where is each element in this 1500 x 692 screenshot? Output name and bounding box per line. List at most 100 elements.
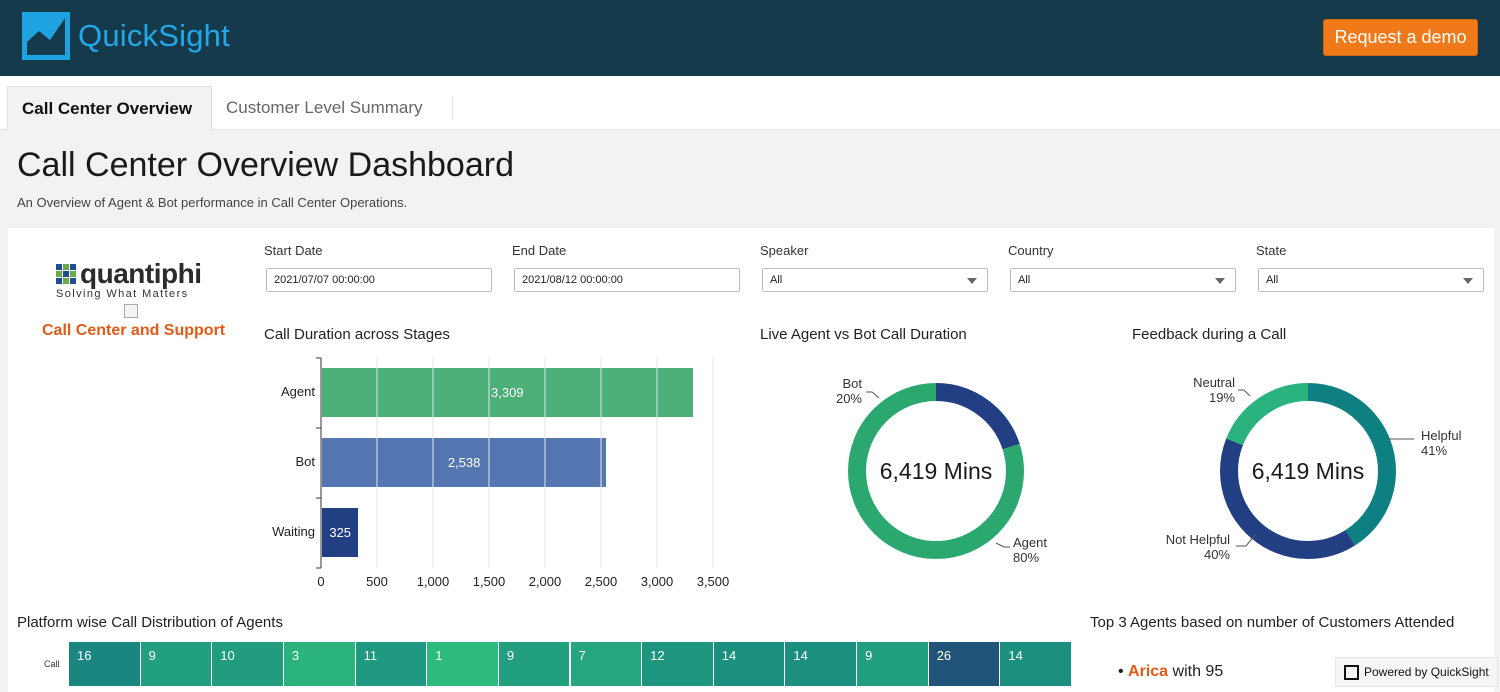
donut-label-bot-name: Bot	[842, 376, 862, 391]
bar-x-tick-label: 3,000	[640, 574, 674, 589]
speaker-label: Speaker	[760, 243, 809, 258]
quantiphi-grid-icon	[56, 264, 76, 284]
tab-divider	[452, 96, 453, 120]
heatmap-cell[interactable]: 9	[140, 642, 213, 686]
heatmap-cell[interactable]: 14	[1000, 642, 1072, 686]
heatmap-cell[interactable]: 12	[642, 642, 714, 686]
quicksight-small-icon	[1344, 665, 1359, 680]
donut-leader-line	[1236, 534, 1256, 547]
bar-x-tick-label: 2,500	[584, 574, 618, 589]
bar-value-label: 325	[329, 525, 352, 540]
donut-slice-agent[interactable]	[848, 383, 1024, 559]
donut-label-neutral: Neutral 19%	[1175, 375, 1235, 405]
sheet-tab-bar: Call Center Overview Customer Level Summ…	[0, 76, 1500, 130]
donut-label-not-helpful-pct: 40%	[1203, 547, 1230, 562]
donut-label-not-helpful-name: Not Helpful	[1165, 532, 1230, 547]
donut-agent-bot-center-label: 6,419 Mins	[879, 458, 993, 484]
bar-x-tick-label: 500	[366, 574, 388, 589]
heatmap-cell[interactable]: 14	[713, 642, 786, 686]
quicksight-logo-icon	[22, 12, 70, 60]
heatmap-cell[interactable]: 26	[928, 642, 1001, 686]
bar-x-tick-label: 0	[317, 574, 325, 589]
heatmap-cell[interactable]: 7	[570, 642, 643, 686]
broken-image-icon	[124, 304, 138, 318]
heatmap-title: Platform wise Call Distribution of Agent…	[17, 614, 283, 631]
state-label: State	[1256, 243, 1287, 258]
start-date-input[interactable]: 2021/07/07 00:00:00	[266, 268, 492, 292]
donut-label-helpful-name: Helpful	[1421, 428, 1462, 443]
donut-label-not-helpful: Not Helpful 40%	[1150, 532, 1230, 562]
bar-agent[interactable]	[322, 368, 693, 417]
donut-label-helpful: Helpful 41%	[1421, 428, 1461, 458]
powered-by-text: Powered by QuickSight	[1364, 665, 1489, 679]
donut-leader-line	[866, 391, 880, 399]
bar-value-label: 3,309	[491, 385, 524, 400]
end-date-input[interactable]: 2021/08/12 00:00:00	[514, 268, 740, 292]
start-date-label: Start Date	[264, 243, 323, 258]
bar-bot[interactable]	[322, 438, 607, 487]
donut-label-neutral-pct: 19%	[1208, 390, 1235, 405]
tab-customer-level-summary[interactable]: Customer Level Summary	[226, 98, 423, 117]
bar-category-label: Waiting	[272, 524, 315, 539]
state-select[interactable]: All	[1258, 268, 1484, 292]
chevron-down-icon	[1215, 278, 1225, 284]
donut-leader-line	[1238, 389, 1251, 397]
bar-x-tick-label: 2,000	[528, 574, 562, 589]
speaker-select[interactable]: All	[762, 268, 988, 292]
donut-label-agent-name: Agent	[1013, 535, 1047, 550]
bar-x-tick-label: 1,000	[416, 574, 450, 589]
heatmap-cell[interactable]: 11	[355, 642, 428, 686]
bar-waiting[interactable]	[322, 508, 359, 557]
heatmap-cell[interactable]: 3	[283, 642, 356, 686]
heatmap-row-label: Call	[44, 659, 60, 669]
donut-label-neutral-name: Neutral	[1193, 375, 1235, 390]
bar-chart-title: Call Duration across Stages	[264, 326, 450, 343]
quantiphi-tagline: Solving What Matters	[56, 288, 189, 300]
country-select[interactable]: All	[1010, 268, 1236, 292]
donut-agent-bot-title: Live Agent vs Bot Call Duration	[760, 326, 967, 343]
bar-category-label: Agent	[281, 384, 315, 399]
top-bar: QuickSight Request a demo	[0, 0, 1500, 76]
heatmap-cell[interactable]: 9	[857, 642, 929, 686]
dashboard-panel	[8, 228, 1494, 692]
quantiphi-logo: quantiphi	[56, 258, 202, 290]
top-agent-count: with 95	[1172, 663, 1224, 680]
bar-value-label: 2,538	[447, 455, 481, 470]
donut-feedback-center-label: 6,419 Mins	[1251, 458, 1365, 484]
dashboard-subtitle: An Overview of Agent & Bot performance i…	[17, 195, 408, 210]
donut-slice-neutral[interactable]	[1220, 383, 1396, 559]
top-agent-name: Arica	[1128, 663, 1169, 680]
heatmap-cell[interactable]: 10	[212, 642, 284, 686]
donut-feedback-title: Feedback during a Call	[1132, 326, 1287, 343]
country-select-value: All	[1018, 274, 1031, 286]
donut-slice-not-helpful[interactable]	[1220, 383, 1396, 559]
heatmap-cell[interactable]: 9	[498, 642, 571, 686]
donut-label-bot: Bot 20%	[832, 376, 862, 406]
tab-call-center-overview[interactable]: Call Center Overview	[7, 86, 212, 130]
state-select-value: All	[1266, 274, 1279, 286]
bar-x-tick-label: 1,500	[472, 574, 506, 589]
speaker-select-value: All	[770, 274, 783, 286]
heatmap-cell[interactable]: 16	[69, 642, 141, 686]
heatmap-cell[interactable]: 1	[427, 642, 499, 686]
donut-leader-line	[995, 542, 1010, 548]
sidebar-section-title: Call Center and Support	[42, 322, 226, 339]
heatmap-cell[interactable]: 14	[785, 642, 858, 686]
top-agent-item: • Arica with 95	[1118, 663, 1224, 680]
chevron-down-icon	[1463, 278, 1473, 284]
donut-label-helpful-pct: 41%	[1421, 443, 1448, 458]
brand-name: QuickSight	[78, 18, 230, 53]
donut-label-agent-pct: 80%	[1013, 550, 1040, 565]
donut-label-agent: Agent 80%	[1013, 535, 1047, 565]
top-agents-title: Top 3 Agents based on number of Customer…	[1090, 614, 1455, 631]
donut-label-bot-pct: 20%	[835, 391, 862, 406]
powered-by-badge[interactable]: Powered by QuickSight	[1335, 657, 1498, 687]
end-date-label: End Date	[512, 243, 567, 258]
request-demo-button[interactable]: Request a demo	[1323, 19, 1478, 56]
quicksight-brand[interactable]: QuickSight	[22, 12, 230, 60]
bar-x-tick-label: 3,500	[696, 574, 730, 589]
bar-category-label: Bot	[295, 454, 315, 469]
quantiphi-wordmark: quantiphi	[80, 258, 202, 289]
